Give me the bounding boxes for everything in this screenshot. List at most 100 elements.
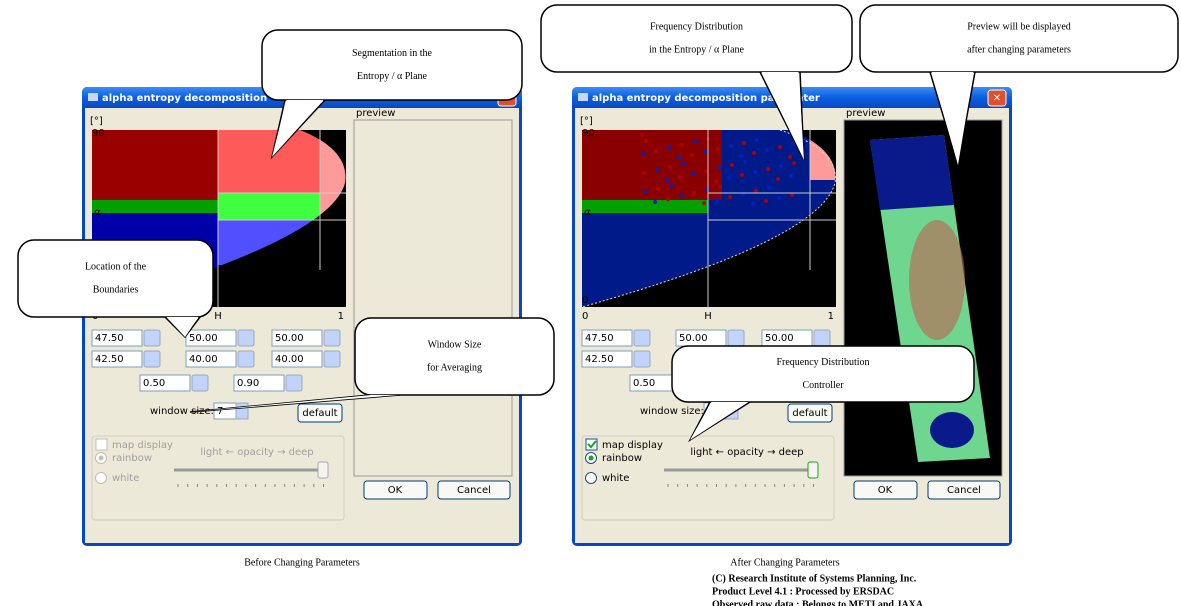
preview-panel bbox=[354, 120, 512, 476]
density-speck bbox=[788, 155, 792, 159]
density-speck bbox=[678, 175, 682, 179]
number-value: 50.00 bbox=[275, 333, 304, 344]
density-speck bbox=[718, 185, 722, 189]
callout-box bbox=[860, 5, 1178, 72]
preview-label: preview bbox=[846, 108, 885, 119]
density-speck bbox=[752, 151, 756, 155]
density-speck bbox=[680, 143, 684, 147]
density-speck bbox=[653, 200, 657, 204]
radio-dot bbox=[99, 456, 104, 461]
preview-lake bbox=[930, 412, 974, 448]
density-speck bbox=[668, 165, 672, 169]
density-speck bbox=[681, 162, 685, 166]
density-speck bbox=[740, 173, 744, 177]
x-min: 0 bbox=[582, 311, 588, 322]
ok-label: OK bbox=[388, 485, 403, 496]
density-speck bbox=[753, 170, 757, 174]
window-title: alpha entropy decomposition bbox=[102, 93, 267, 104]
window-size-value: 7 bbox=[217, 406, 223, 417]
density-speck bbox=[667, 146, 671, 150]
preview-urban bbox=[909, 220, 965, 340]
spin-button[interactable] bbox=[324, 351, 340, 367]
density-speck bbox=[704, 169, 708, 173]
spin-button[interactable] bbox=[238, 351, 254, 367]
default-label: default bbox=[792, 408, 827, 419]
spin-button[interactable] bbox=[634, 330, 650, 346]
opacity-label: light ← opacity → deep bbox=[200, 447, 313, 458]
y-unit: [°] bbox=[90, 116, 103, 127]
density-speck bbox=[764, 199, 768, 203]
density-region bbox=[582, 200, 708, 213]
x-label: H bbox=[214, 311, 222, 322]
app-icon bbox=[88, 93, 98, 101]
callout-text: Entropy / α Plane bbox=[357, 71, 428, 82]
number-value: 50.00 bbox=[679, 333, 708, 344]
number-value: 0.90 bbox=[237, 378, 259, 389]
spin-button[interactable] bbox=[728, 330, 744, 346]
spin-button[interactable] bbox=[286, 375, 302, 391]
density-speck bbox=[767, 186, 771, 190]
segment-region bbox=[92, 200, 218, 213]
spin-button[interactable] bbox=[144, 330, 160, 346]
slider-thumb[interactable] bbox=[808, 462, 818, 478]
segment-region bbox=[218, 130, 320, 193]
density-speck bbox=[643, 190, 647, 194]
density-speck bbox=[691, 172, 695, 176]
x-max: 1 bbox=[338, 311, 344, 322]
slider-thumb[interactable] bbox=[318, 462, 328, 478]
density-speck bbox=[703, 150, 707, 154]
callout-text: Segmentation in the bbox=[352, 48, 433, 59]
radio-dot bbox=[589, 456, 594, 461]
density-speck bbox=[677, 156, 681, 160]
y-min: 0 bbox=[582, 295, 588, 306]
white-radio[interactable] bbox=[96, 473, 107, 484]
default-label: default bbox=[302, 408, 337, 419]
callout-text: Controller bbox=[802, 380, 844, 391]
spin-button[interactable] bbox=[324, 330, 340, 346]
density-speck bbox=[655, 168, 659, 172]
rainbow-label: rainbow bbox=[112, 453, 152, 464]
callout-box bbox=[262, 30, 522, 100]
density-speck bbox=[716, 147, 720, 151]
density-speck bbox=[778, 145, 782, 149]
density-speck bbox=[644, 139, 648, 143]
density-speck bbox=[755, 138, 759, 142]
density-speck bbox=[728, 195, 732, 199]
spin-button[interactable] bbox=[238, 330, 254, 346]
dialog-window: alpha entropy decomposition parameter✕[°… bbox=[572, 87, 1012, 546]
window-size-label: window size: bbox=[640, 406, 704, 417]
window-size-spin[interactable] bbox=[236, 403, 248, 419]
spin-button[interactable] bbox=[144, 351, 160, 367]
density-speck bbox=[717, 166, 721, 170]
cancel-label: Cancel bbox=[457, 485, 491, 496]
callout-box bbox=[18, 240, 213, 317]
number-value: 42.50 bbox=[585, 354, 614, 365]
number-value: 40.00 bbox=[275, 354, 304, 365]
white-radio[interactable] bbox=[586, 473, 597, 484]
preview-water bbox=[870, 135, 954, 210]
ok-label: OK bbox=[878, 485, 893, 496]
density-speck bbox=[730, 163, 734, 167]
density-speck bbox=[790, 193, 794, 197]
preview-label: preview bbox=[356, 108, 395, 119]
map-display-label: map display bbox=[112, 440, 173, 451]
spin-button[interactable] bbox=[634, 351, 650, 367]
density-speck bbox=[679, 194, 683, 198]
screenshot: alpha entropy decomposition✕[°]90α00H1pr… bbox=[0, 0, 1181, 606]
density-speck bbox=[777, 196, 781, 200]
white-label: white bbox=[602, 473, 629, 484]
callout-text: Boundaries bbox=[93, 284, 139, 295]
density-speck bbox=[702, 201, 706, 205]
callout-box bbox=[541, 5, 852, 72]
callout-text: in the Entropy / α Plane bbox=[649, 44, 745, 55]
rainbow-label: rainbow bbox=[602, 453, 642, 464]
spin-button[interactable] bbox=[192, 375, 208, 391]
x-label: H bbox=[704, 311, 712, 322]
y-max: 90 bbox=[582, 128, 595, 139]
density-speck bbox=[765, 148, 769, 152]
callout-text: after changing parameters bbox=[967, 44, 1071, 55]
callout-text: Frequency Distribution bbox=[650, 21, 743, 32]
density-speck bbox=[640, 133, 644, 137]
map-checkbox[interactable] bbox=[96, 439, 107, 450]
spin-button[interactable] bbox=[814, 330, 830, 346]
